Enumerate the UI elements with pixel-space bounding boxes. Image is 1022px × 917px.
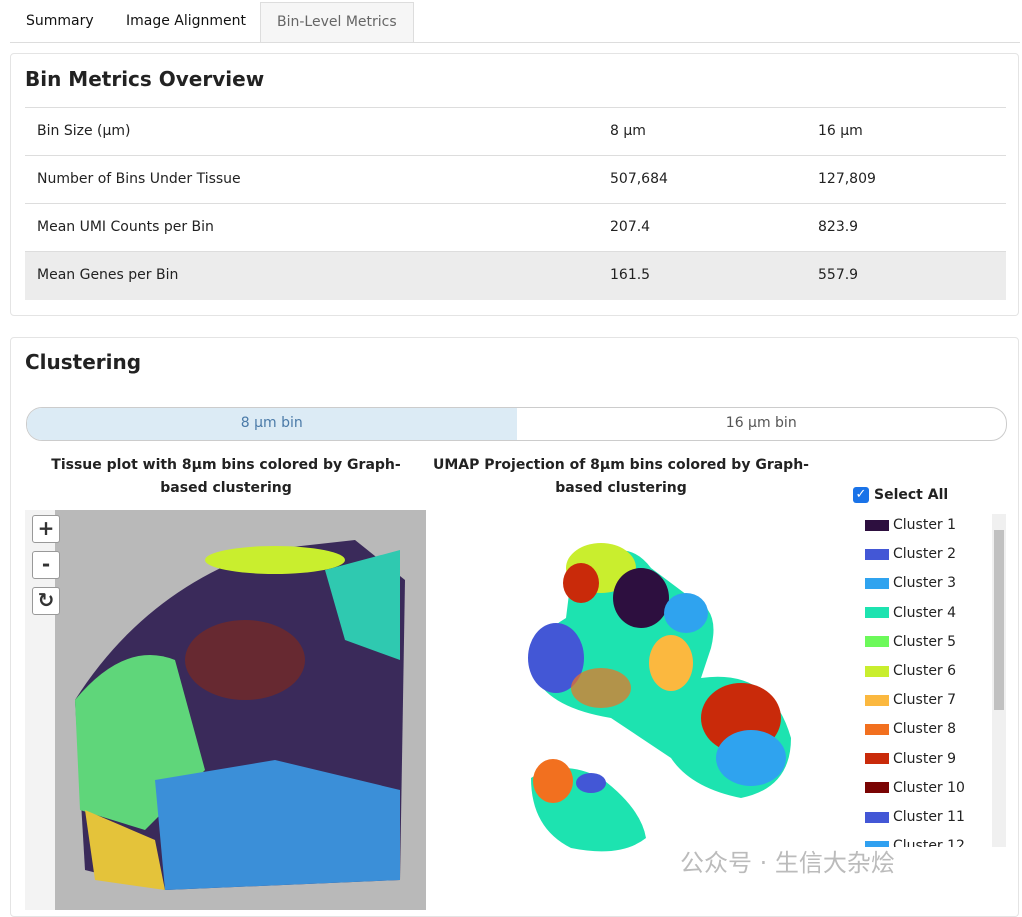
cluster-item[interactable]: Cluster 10 <box>865 777 965 799</box>
zoom-button[interactable]: + <box>32 515 60 543</box>
cluster-item[interactable]: Cluster 5 <box>865 631 956 653</box>
cluster-label: Cluster 1 <box>893 517 957 533</box>
table-cell: Mean Genes per Bin <box>37 267 179 283</box>
umap-cluster <box>528 623 584 693</box>
umap-cluster <box>613 568 669 628</box>
metrics-panel: Bin Metrics Overview Bin Size (µm) 8 µm 16… <box>10 53 1019 316</box>
table-row: Bin Size (µm) 8 µm 16 µm <box>25 107 1006 156</box>
cluster-swatch <box>865 694 889 706</box>
cluster-item[interactable]: Cluster 9 <box>865 748 956 770</box>
checkbox[interactable]: ✓ <box>853 487 869 503</box>
cluster-item[interactable]: Cluster 12 <box>865 835 965 847</box>
cluster-swatch <box>865 811 889 823</box>
table-cell: 8 µm <box>610 123 646 139</box>
cluster-swatch <box>865 636 889 648</box>
table-row: Number of Bins Under Tissue 507,684 127,80… <box>25 155 1006 204</box>
cluster-item[interactable]: Cluster 11 <box>865 806 965 828</box>
tissue-plot <box>25 510 426 910</box>
cluster-label: Cluster 10 <box>893 779 965 796</box>
table-cell: 207.4 <box>610 219 651 235</box>
tissue-region <box>155 760 400 890</box>
cluster-swatch <box>865 840 889 847</box>
clustering-panel: Clustering 8 µm bin 16 µm bin Tissue plot… <box>10 337 1019 917</box>
scrollbar-thumb <box>994 530 1004 710</box>
cluster-item[interactable]: Cluster 3 <box>865 572 956 594</box>
bin-toggle: 8 µm bin 16 µm bin <box>26 407 1007 441</box>
toggle-button[interactable]: 8 µm bin <box>27 408 517 440</box>
tissue-region <box>205 546 345 574</box>
zoom-button[interactable]: - <box>32 551 60 579</box>
cluster-list: Cluster 1 Cluster 2 Cluster 3 Cluster 4 Clus… <box>861 514 1006 847</box>
cluster-item[interactable]: Cluster 2 <box>865 543 956 565</box>
umap-cluster <box>533 759 573 803</box>
select-all-label: Select All <box>874 487 949 503</box>
umap-cluster <box>576 773 606 793</box>
tissue-region <box>325 550 400 660</box>
table-cell: 161.5 <box>610 267 651 283</box>
cluster-swatch <box>865 577 889 589</box>
cluster-swatch <box>865 548 889 560</box>
watermark: 公众号 · 生信大杂烩 <box>680 849 895 877</box>
cluster-swatch <box>865 665 889 677</box>
tab[interactable]: Summary <box>26 13 94 29</box>
table-cell: Bin Size (µm) <box>37 123 131 139</box>
umap-cluster <box>664 593 708 633</box>
tab[interactable]: Image Alignment <box>126 13 247 29</box>
cluster-swatch <box>865 723 889 735</box>
select-all[interactable]: ✓ Select All <box>853 484 948 506</box>
toggle-button[interactable]: 16 µm bin <box>725 415 797 431</box>
table-row: Mean Genes per Bin 161.5 557.9 <box>25 251 1006 300</box>
cluster-item[interactable]: Cluster 4 <box>865 602 956 624</box>
cluster-swatch <box>865 607 889 619</box>
cluster-item[interactable]: Cluster 7 <box>865 689 956 711</box>
umap-title: UMAP Projection of 8µm bins colored by G… <box>433 457 809 496</box>
cluster-swatch <box>865 753 889 765</box>
cluster-label: Cluster 9 <box>893 750 957 767</box>
table-cell: 557.9 <box>818 267 859 283</box>
table-cell: Number of Bins Under Tissue <box>37 171 241 187</box>
panel-title: Bin Metrics Overview <box>25 67 265 91</box>
table-cell: 507,684 <box>610 171 668 187</box>
cluster-swatch <box>865 519 889 531</box>
cluster-label: Cluster 8 <box>893 721 957 738</box>
cluster-label: Cluster 12 <box>893 838 965 847</box>
cluster-label: Cluster 6 <box>893 663 957 679</box>
cluster-label: Cluster 4 <box>893 604 957 621</box>
tissue-title: Tissue plot with 8µm bins colored by Gra… <box>51 457 401 496</box>
tab-bar: Summary Image Alignment Bin-Level Metrics <box>10 0 1020 43</box>
tab[interactable]: Bin-Level Metrics <box>260 2 414 42</box>
cluster-swatch <box>865 782 889 794</box>
table-cell: 823.9 <box>818 219 859 235</box>
umap-cluster <box>571 668 631 708</box>
table-cell: 127,809 <box>818 171 876 187</box>
table-cell: 16 µm <box>818 123 863 139</box>
umap-cluster <box>716 730 786 786</box>
cluster-item[interactable]: Cluster 1 <box>865 514 956 536</box>
umap-plot <box>528 543 791 852</box>
panel-title: Clustering <box>25 350 142 374</box>
cluster-item[interactable]: Cluster 8 <box>865 718 956 740</box>
cluster-label: Cluster 2 <box>893 546 957 563</box>
cluster-label: Cluster 7 <box>893 692 957 709</box>
cluster-item[interactable]: Cluster 6 <box>865 660 956 682</box>
umap-cluster <box>563 563 599 603</box>
zoom-button[interactable]: ↻ <box>32 587 60 615</box>
cluster-label: Cluster 3 <box>893 575 957 592</box>
umap-cluster <box>649 635 693 691</box>
tissue-region <box>85 810 165 890</box>
cluster-legend: ✓ Select All Cluster 1 Cluster 2 Cluster 3 Cl… <box>851 484 1006 854</box>
table-row: Mean UMI Counts per Bin 207.4 823.9 <box>25 203 1006 252</box>
table-cell: Mean UMI Counts per Bin <box>37 219 214 235</box>
cluster-label: Cluster 11 <box>893 809 965 825</box>
cluster-label: Cluster 5 <box>893 633 957 650</box>
tissue-region <box>185 620 305 700</box>
